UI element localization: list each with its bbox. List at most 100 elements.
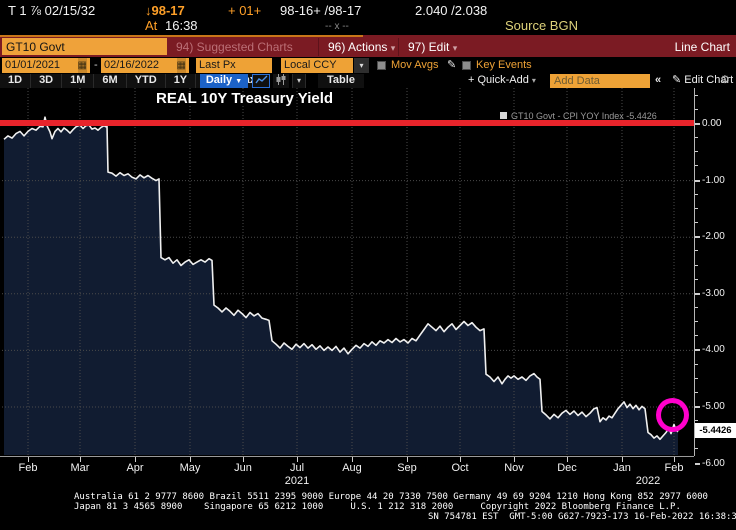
- yield-bid-ask: 2.040 /2.038: [415, 3, 488, 18]
- x-axis-year-label: 2022: [635, 475, 661, 487]
- gear-icon[interactable]: ⚙: [720, 74, 730, 86]
- last-price-with-arrow: ↓98-17: [145, 3, 185, 18]
- key-events-checkbox[interactable]: [462, 61, 471, 70]
- y-axis-minor-tick: [695, 306, 698, 308]
- y-axis-minor-tick: [695, 278, 698, 280]
- edit-chart-button[interactable]: ✎ Edit Chart: [672, 74, 734, 86]
- x-axis-tick: [514, 457, 515, 462]
- price-type-field[interactable]: Last Px: [196, 58, 272, 73]
- y-axis-minor-tick: [695, 108, 698, 110]
- y-axis-minor-tick: [695, 94, 698, 96]
- date-from-field[interactable]: 01/01/2021 ▦: [2, 58, 90, 73]
- candlestick-icon: [276, 74, 286, 85]
- ticker-input[interactable]: [2, 38, 167, 55]
- chevron-down-icon: ▾: [296, 76, 301, 85]
- y-axis-minor-tick: [695, 377, 698, 379]
- footer-contacts-line2: Japan 81 3 4565 8900 Singapore 65 6212 1…: [74, 502, 681, 512]
- y-axis-label: -2.00: [702, 231, 725, 243]
- x-axis-month-label: Dec: [557, 462, 577, 474]
- candle-chart-type-button[interactable]: [273, 74, 289, 88]
- x-axis-tick: [460, 457, 461, 462]
- y-axis-label: -5.00: [702, 401, 725, 412]
- line-chart-type-button[interactable]: [252, 74, 270, 88]
- y-axis-minor-tick: [695, 137, 698, 139]
- y-axis-minor-tick: [695, 264, 698, 266]
- quote-time: 16:38: [165, 18, 198, 33]
- x-axis-month-label: Feb: [664, 462, 684, 474]
- panel-underline-amber: [0, 35, 363, 37]
- chevron-down-icon: ▼: [235, 78, 243, 85]
- period-dropdown[interactable]: Daily ▼: [200, 74, 248, 88]
- collapse-panel-icon[interactable]: «: [655, 74, 662, 86]
- menu-separator: [398, 38, 399, 56]
- chart-area[interactable]: GT10 Govt - CPI YOY Index -5.4426 REAL 1…: [0, 88, 736, 469]
- mov-avgs-checkbox[interactable]: [377, 61, 386, 70]
- pencil-icon[interactable]: ✎: [447, 59, 457, 71]
- footer-contacts-line1: Australia 61 2 9777 8600 Brazil 5511 239…: [74, 492, 708, 502]
- x-axis-tick: [135, 457, 136, 462]
- y-axis-tick: [695, 292, 700, 295]
- x-axis-tick: [622, 457, 623, 462]
- x-axis-line: [0, 456, 694, 457]
- mov-avgs-label[interactable]: Mov Avgs: [391, 59, 439, 71]
- menu-edit[interactable]: 97) Edit ▾: [408, 40, 458, 54]
- currency-dropdown-button[interactable]: ▾: [354, 58, 369, 73]
- line-chart-icon: [254, 75, 267, 84]
- chevron-down-icon: ▾: [359, 61, 364, 70]
- menu-suggested-charts[interactable]: 94) Suggested Charts: [176, 40, 293, 54]
- y-axis-tick: [695, 406, 700, 408]
- y-axis-minor-tick: [695, 222, 698, 224]
- currency-field[interactable]: Local CCY: [281, 58, 353, 73]
- x-axis-month-label: Jul: [289, 462, 305, 474]
- legend-swatch: [500, 112, 507, 119]
- panel-title: Line Chart: [674, 40, 730, 54]
- range-tab-ytd[interactable]: YTD: [126, 74, 166, 88]
- chart-plot-svg[interactable]: [2, 88, 694, 456]
- add-data-input[interactable]: [550, 74, 650, 88]
- chart-title: REAL 10Y Treasury Yield: [156, 90, 334, 107]
- down-arrow-icon: ↓: [145, 3, 152, 18]
- range-tab-1m[interactable]: 1M: [62, 74, 95, 88]
- y-axis-minor-tick: [695, 391, 698, 393]
- range-tab-3d[interactable]: 3D: [31, 74, 63, 88]
- y-axis-label: -1.00: [702, 174, 725, 186]
- quick-add-button[interactable]: + Quick-Add ▾: [468, 74, 536, 86]
- menu-actions[interactable]: 96) Actions ▾: [328, 40, 396, 54]
- chevron-down-icon: ▾: [531, 76, 536, 85]
- x-axis-tick: [407, 457, 408, 462]
- chevron-down-icon: ▾: [390, 43, 396, 53]
- at-label: At: [145, 18, 158, 33]
- range-tab-6m[interactable]: 6M: [94, 74, 127, 88]
- date-to-field[interactable]: 02/16/2022 ▦: [101, 58, 189, 73]
- y-axis-label: 0.00: [702, 118, 722, 129]
- y-axis-minor-tick: [695, 207, 698, 209]
- security-description: T 1 ⅞ 02/15/32: [8, 3, 96, 18]
- y-axis-minor-tick: [695, 321, 698, 323]
- key-events-label[interactable]: Key Events: [476, 59, 532, 71]
- price-source: Source BGN: [505, 18, 578, 33]
- y-axis-tick: [695, 179, 700, 182]
- calendar-icon[interactable]: ▦: [176, 58, 186, 73]
- last-price: 98-17: [151, 3, 185, 18]
- table-button[interactable]: Table: [318, 74, 364, 88]
- x-axis-month-label: Nov: [504, 462, 524, 474]
- last-price-axis-label: -5.4426: [695, 423, 736, 438]
- function-menu-bar: 94) Suggested Charts 96) Actions ▾ 97) E…: [0, 37, 736, 57]
- x-axis-tick: [352, 457, 353, 462]
- y-axis-minor-tick: [695, 151, 698, 153]
- x-axis-tick: [674, 457, 675, 462]
- y-axis-minor-tick: [695, 448, 698, 450]
- y-axis-tick: [695, 236, 700, 239]
- size-dashes: -- x --: [325, 21, 349, 32]
- y-axis-tick: [695, 349, 700, 352]
- x-axis-year-label: 2021: [284, 475, 310, 487]
- date-range-separator: -: [94, 59, 98, 71]
- calendar-icon[interactable]: ▦: [77, 58, 87, 73]
- y-axis-label: -3.00: [702, 287, 725, 299]
- range-tab-1y[interactable]: 1Y: [165, 74, 197, 88]
- chart-type-dropdown[interactable]: ▾: [292, 74, 306, 88]
- range-tab-1d[interactable]: 1D: [0, 74, 32, 88]
- panel-underline-maroon: [363, 35, 736, 37]
- y-axis-minor-tick: [695, 335, 698, 337]
